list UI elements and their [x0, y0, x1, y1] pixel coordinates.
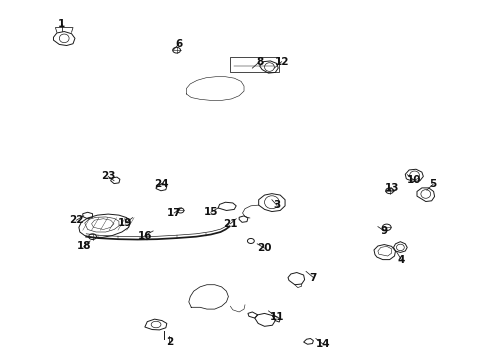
Text: 13: 13	[384, 183, 399, 193]
Text: 5: 5	[430, 179, 437, 189]
Text: 15: 15	[203, 207, 218, 217]
Bar	[230, 57, 279, 72]
Text: 10: 10	[406, 175, 421, 185]
Text: 18: 18	[76, 241, 91, 251]
Text: 22: 22	[69, 215, 84, 225]
Text: 20: 20	[257, 243, 272, 253]
Text: 12: 12	[274, 57, 289, 67]
Text: 24: 24	[155, 179, 169, 189]
Text: 23: 23	[101, 171, 116, 181]
Text: 16: 16	[138, 231, 152, 240]
Text: 21: 21	[223, 219, 238, 229]
Text: 11: 11	[270, 312, 284, 322]
Text: 3: 3	[273, 200, 280, 210]
Text: 2: 2	[166, 337, 173, 347]
Text: 14: 14	[316, 339, 330, 349]
Text: 17: 17	[167, 208, 181, 218]
Text: 1: 1	[58, 19, 65, 29]
Text: 8: 8	[256, 57, 263, 67]
Text: 6: 6	[175, 39, 183, 49]
Text: 9: 9	[381, 226, 388, 236]
Text: 19: 19	[118, 218, 132, 228]
Text: 7: 7	[310, 273, 317, 283]
Text: 4: 4	[398, 255, 405, 265]
